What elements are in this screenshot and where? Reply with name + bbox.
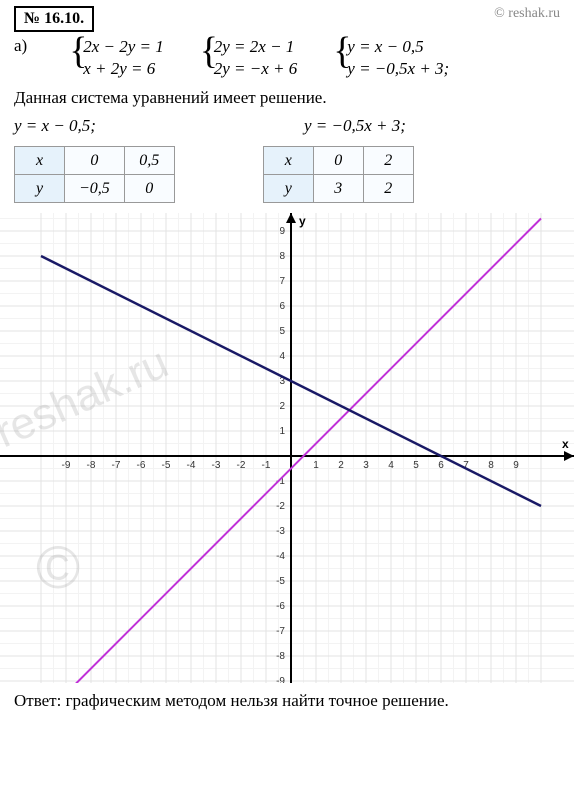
svg-text:x: x — [562, 437, 569, 451]
table-2: x 0 2 y 3 2 — [263, 146, 414, 203]
table-header: x — [15, 147, 65, 175]
eq: x + 2y = 6 — [83, 58, 164, 80]
svg-text:-6: -6 — [276, 601, 285, 612]
system-1: { 2x − 2y = 1 x + 2y = 6 — [69, 36, 164, 80]
eq: y = −0,5x + 3; — [347, 58, 449, 80]
svg-text:2: 2 — [279, 401, 285, 412]
svg-text:8: 8 — [279, 251, 285, 262]
table-cell: 2 — [363, 175, 413, 203]
svg-text:-3: -3 — [212, 460, 221, 471]
table-cell: −0,5 — [65, 175, 125, 203]
svg-text:-2: -2 — [276, 501, 285, 512]
svg-text:2: 2 — [338, 460, 344, 471]
part-label: а) — [14, 36, 27, 80]
svg-text:-4: -4 — [276, 551, 285, 562]
svg-text:-6: -6 — [137, 460, 146, 471]
svg-text:5: 5 — [413, 460, 419, 471]
problem-number: № 16.10. — [14, 6, 94, 32]
svg-text:8: 8 — [488, 460, 494, 471]
svg-text:6: 6 — [438, 460, 444, 471]
svg-text:-9: -9 — [62, 460, 71, 471]
svg-text:6: 6 — [279, 301, 285, 312]
svg-text:-1: -1 — [262, 460, 271, 471]
svg-text:-7: -7 — [276, 626, 285, 637]
svg-text:1: 1 — [279, 426, 285, 437]
svg-text:-3: -3 — [276, 526, 285, 537]
eq: 2y = 2x − 1 — [214, 36, 298, 58]
table-cell: 0 — [313, 147, 363, 175]
svg-text:-8: -8 — [276, 651, 285, 662]
answer: Ответ: графическим методом нельзя найти … — [0, 683, 574, 711]
table-header: y — [263, 175, 313, 203]
eq: 2y = −x + 6 — [214, 58, 298, 80]
equation-systems: а) { 2x − 2y = 1 x + 2y = 6 { 2y = 2x − … — [0, 32, 574, 84]
svg-text:-5: -5 — [276, 576, 285, 587]
svg-text:4: 4 — [388, 460, 394, 471]
system-2: { 2y = 2x − 1 2y = −x + 6 — [200, 36, 298, 80]
svg-text:-5: -5 — [162, 460, 171, 471]
table-cell: 0 — [124, 175, 174, 203]
table-header: x — [263, 147, 313, 175]
watermark-c: © — [36, 533, 80, 602]
table-header: y — [15, 175, 65, 203]
svg-text:-8: -8 — [87, 460, 96, 471]
svg-text:9: 9 — [279, 226, 285, 237]
function-1-label: y = x − 0,5; — [14, 116, 304, 136]
svg-text:y: y — [299, 214, 306, 228]
eq: 2x − 2y = 1 — [83, 36, 164, 58]
line-chart: -9 -8 -7 -6 -5 -4 -3 -2 -1 1 2 3 4 5 6 7 8 9 -9 -8 -7 -6 -5 -4 -… — [0, 213, 574, 683]
svg-text:1: 1 — [313, 460, 319, 471]
svg-text:5: 5 — [279, 326, 285, 337]
table-1: x 0 0,5 y −0,5 0 — [14, 146, 175, 203]
table-cell: 2 — [363, 147, 413, 175]
copyright: © reshak.ru — [494, 6, 560, 22]
svg-text:3: 3 — [363, 460, 369, 471]
chart: -9 -8 -7 -6 -5 -4 -3 -2 -1 1 2 3 4 5 6 7 8 9 -9 -8 -7 -6 -5 -4 -… — [0, 213, 574, 683]
table-cell: 3 — [313, 175, 363, 203]
svg-text:7: 7 — [279, 276, 285, 287]
table-cell: 0 — [65, 147, 125, 175]
function-2-label: y = −0,5x + 3; — [304, 116, 406, 136]
svg-text:9: 9 — [513, 460, 519, 471]
svg-text:-2: -2 — [237, 460, 246, 471]
description: Данная система уравнений имеет решение. — [0, 84, 574, 112]
svg-text:4: 4 — [279, 351, 285, 362]
table-cell: 0,5 — [124, 147, 174, 175]
svg-text:-7: -7 — [112, 460, 121, 471]
system-3: { y = x − 0,5 y = −0,5x + 3; — [333, 36, 449, 80]
eq: y = x − 0,5 — [347, 36, 449, 58]
svg-text:-9: -9 — [276, 676, 285, 683]
svg-text:-4: -4 — [187, 460, 196, 471]
